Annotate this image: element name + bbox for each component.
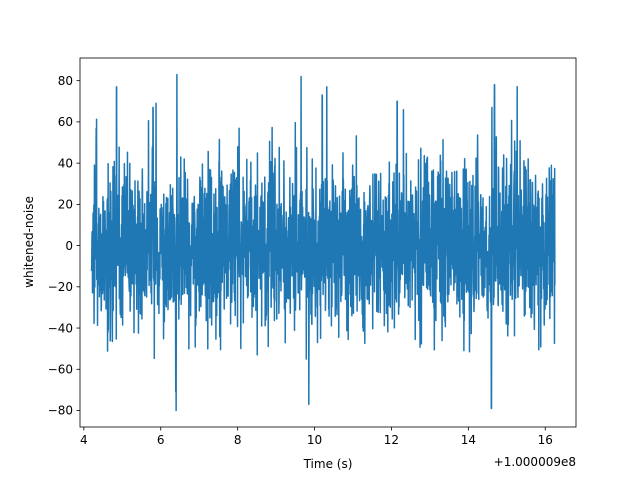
x-tick-label: 12	[384, 433, 399, 447]
y-tick-label: 60	[58, 115, 73, 129]
x-tick-label: 4	[80, 433, 88, 447]
x-tick-label: 14	[461, 433, 476, 447]
y-tick-label: −80	[48, 404, 73, 418]
y-tick-label: 20	[58, 198, 73, 212]
x-tick-label: 8	[234, 433, 242, 447]
x-axis-offset-label: +1.000009e8	[494, 455, 576, 469]
x-axis: 4 6 8 10 12 14 16	[80, 427, 553, 447]
y-tick-label: −60	[48, 362, 73, 376]
plot-frame	[79, 57, 577, 428]
y-axis-label: whitened-noise	[22, 196, 36, 288]
series-line	[90, 73, 556, 412]
x-tick-label: 16	[538, 433, 553, 447]
x-tick-label: 10	[307, 433, 322, 447]
series-layer	[90, 73, 556, 412]
y-axis: −80 −60 −40 −20 0 20 40 60 80	[48, 74, 80, 418]
x-axis-label: Time (s)	[303, 457, 353, 471]
y-tick-label: 0	[65, 239, 73, 253]
y-tick-label: 40	[58, 156, 73, 170]
y-tick-label: 80	[58, 74, 73, 88]
y-tick-label: −40	[48, 321, 73, 335]
y-tick-label: −20	[48, 280, 73, 294]
x-tick-label: 6	[157, 433, 165, 447]
